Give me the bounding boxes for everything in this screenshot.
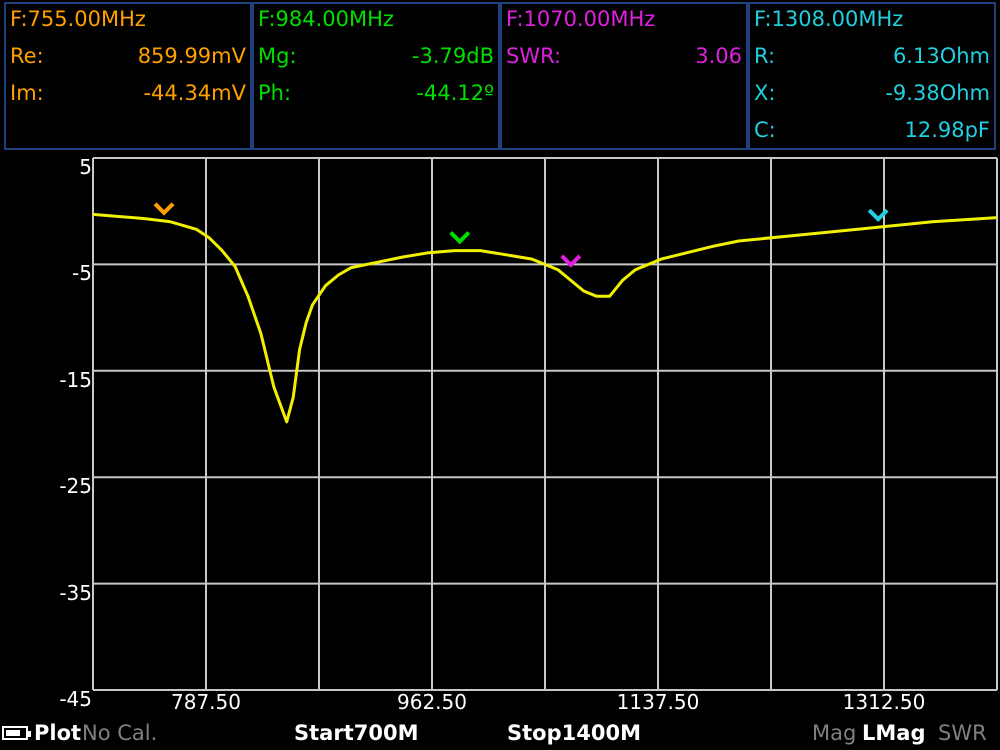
y-tick-label: -35	[59, 580, 92, 605]
marker-1-re-value: 859.99mV	[137, 44, 246, 68]
marker-4-x-value: -9.38Ohm	[885, 81, 990, 105]
marker-panel-3: F:1070.00MHz SWR: 3.06	[500, 2, 748, 150]
marker-1-im-value: -44.34mV	[143, 81, 246, 105]
marker-panels: F:755.00MHz Re: 859.99mV Im: -44.34mV F:…	[4, 2, 996, 152]
y-tick-label: -5	[72, 261, 92, 286]
marker-4-c-value: 12.98pF	[904, 118, 990, 142]
marker-1-re-label: Re:	[10, 44, 44, 68]
marker-4-c-row: C: 12.98pF	[754, 116, 990, 144]
marker-2-mag-row: Mg: -3.79dB	[258, 42, 494, 70]
x-tick-label: 1312.50	[842, 690, 926, 714]
marker-3-swr-value: 3.06	[695, 44, 742, 68]
start-frequency[interactable]: Start700M	[294, 721, 419, 745]
mode-mag[interactable]: Mag	[812, 721, 857, 745]
marker-panel-4: F:1308.00MHz R: 6.13Ohm X: -9.38Ohm C: 1…	[748, 2, 996, 150]
trace-line	[92, 212, 998, 424]
marker-panel-2: F:984.00MHz Mg: -3.79dB Ph: -44.12º	[252, 2, 500, 150]
marker-1-frequency: F:755.00MHz	[10, 7, 146, 31]
marker-1-indicator	[153, 202, 175, 216]
marker-1-re-row: Re: 859.99mV	[10, 42, 246, 70]
marker-4-indicator	[867, 208, 889, 222]
marker-3-swr-label: SWR:	[506, 44, 562, 68]
mode-swr[interactable]: SWR	[938, 721, 987, 745]
marker-2-frequency: F:984.00MHz	[258, 7, 394, 31]
marker-4-r-label: R:	[754, 44, 776, 68]
marker-2-mag-label: Mg:	[258, 44, 297, 68]
marker-4-r-row: R: 6.13Ohm	[754, 42, 990, 70]
marker-2-indicator	[449, 231, 471, 245]
marker-4-frequency: F:1308.00MHz	[754, 7, 904, 31]
calibration-status[interactable]: No Cal.	[82, 721, 158, 745]
marker-4-r-value: 6.13Ohm	[892, 44, 990, 68]
plot-menu-button[interactable]: Plot	[34, 721, 82, 745]
y-tick-label: -45	[59, 687, 92, 711]
mode-lmag[interactable]: LMag	[862, 721, 926, 745]
y-tick-label: -15	[59, 367, 92, 392]
marker-2-phase-value: -44.12º	[416, 81, 494, 105]
y-tick-label: 5	[79, 155, 92, 179]
marker-1-im-label: Im:	[10, 81, 44, 105]
x-tick-label: 787.50	[171, 690, 241, 714]
marker-3-indicator	[560, 254, 582, 268]
marker-2-phase-label: Ph:	[258, 81, 292, 105]
marker-4-x-label: X:	[754, 81, 776, 105]
marker-2-mag-value: -3.79dB	[411, 44, 494, 68]
y-tick-label: -25	[59, 474, 92, 499]
battery-icon	[2, 726, 31, 740]
marker-2-phase-row: Ph: -44.12º	[258, 79, 494, 107]
marker-4-c-label: C:	[754, 118, 776, 142]
marker-3-frequency: F:1070.00MHz	[506, 7, 656, 31]
marker-3-swr-row: SWR: 3.06	[506, 42, 742, 70]
marker-4-x-row: X: -9.38Ohm	[754, 79, 990, 107]
x-tick-label: 1137.50	[616, 690, 700, 714]
marker-1-im-row: Im: -44.34mV	[10, 79, 246, 107]
stop-frequency[interactable]: Stop1400M	[507, 721, 641, 745]
marker-panel-1: F:755.00MHz Re: 859.99mV Im: -44.34mV	[4, 2, 252, 150]
x-tick-label: 962.50	[397, 690, 467, 714]
